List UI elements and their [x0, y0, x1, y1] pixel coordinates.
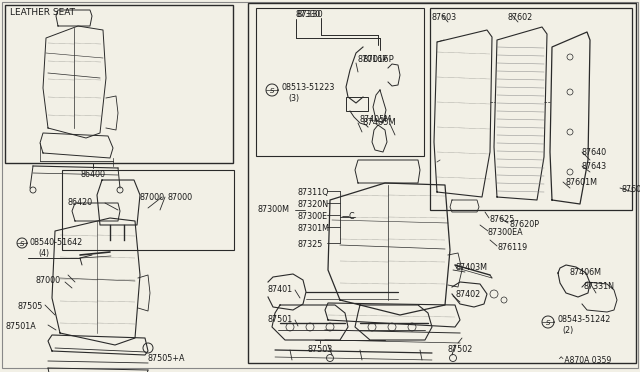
Text: 87502: 87502 — [448, 345, 474, 354]
Text: 87000: 87000 — [35, 276, 60, 285]
Text: —C: —C — [342, 212, 356, 221]
Bar — [430, 8, 632, 210]
Text: 87625: 87625 — [490, 215, 515, 224]
Text: 87503: 87503 — [308, 345, 333, 354]
Text: 87505: 87505 — [18, 302, 44, 311]
Bar — [256, 8, 424, 156]
Text: 08540-51642: 08540-51642 — [30, 238, 83, 247]
Text: 87000: 87000 — [140, 193, 165, 202]
Text: 87643: 87643 — [582, 162, 607, 171]
Text: 87640: 87640 — [582, 148, 607, 157]
Text: (2): (2) — [562, 326, 573, 335]
Text: 87301M: 87301M — [298, 224, 330, 233]
Text: 86400: 86400 — [81, 170, 106, 179]
Text: 87331N: 87331N — [583, 282, 614, 291]
Bar — [62, 170, 234, 250]
Text: 87016P: 87016P — [362, 55, 394, 64]
Text: 87320N: 87320N — [298, 200, 329, 209]
Text: 87406M: 87406M — [570, 268, 602, 277]
Text: 87325: 87325 — [298, 240, 323, 249]
Bar — [5, 5, 233, 163]
Text: 87300M: 87300M — [258, 205, 290, 214]
Text: 87402: 87402 — [455, 290, 480, 299]
Text: 87620P: 87620P — [510, 220, 540, 229]
Text: 87300EA: 87300EA — [488, 228, 524, 237]
Text: 87330: 87330 — [296, 10, 323, 19]
Text: 87330: 87330 — [296, 10, 321, 19]
Text: 87300E: 87300E — [298, 212, 328, 221]
Text: 87016P: 87016P — [358, 55, 388, 64]
Text: 87602: 87602 — [507, 13, 532, 22]
Text: 87501A: 87501A — [6, 322, 36, 331]
Text: 87603: 87603 — [432, 13, 457, 22]
Text: 87405M: 87405M — [362, 118, 396, 127]
Text: 87403M: 87403M — [455, 263, 487, 272]
Text: S: S — [269, 88, 275, 94]
Text: LEATHER SEAT: LEATHER SEAT — [10, 8, 75, 17]
Text: 87601M: 87601M — [565, 178, 597, 187]
Text: 87600M: 87600M — [621, 185, 640, 194]
Text: ^A870A 0359: ^A870A 0359 — [558, 356, 611, 365]
Text: 86420: 86420 — [68, 198, 93, 207]
Text: 87405M: 87405M — [360, 115, 392, 124]
Text: 87401: 87401 — [268, 285, 293, 294]
Text: 08513-51223: 08513-51223 — [282, 83, 335, 92]
Text: (4): (4) — [38, 249, 49, 258]
Text: S: S — [546, 320, 550, 326]
Text: 87311Q: 87311Q — [298, 188, 330, 197]
Text: (3): (3) — [288, 94, 299, 103]
Text: 876119: 876119 — [498, 243, 528, 252]
Text: S: S — [20, 241, 24, 247]
Text: 87000: 87000 — [168, 193, 193, 202]
Bar — [248, 3, 636, 363]
Text: 08543-51242: 08543-51242 — [558, 315, 611, 324]
Text: 87501: 87501 — [268, 315, 293, 324]
Text: 87505+A: 87505+A — [148, 354, 186, 363]
Bar — [346, 97, 368, 111]
